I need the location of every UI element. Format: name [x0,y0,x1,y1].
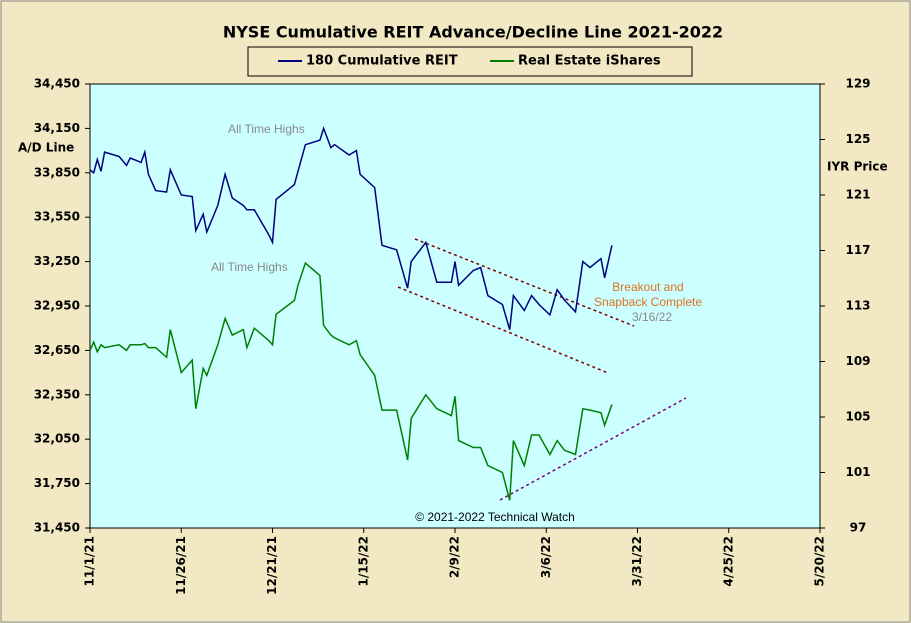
y-tick-label: 32,350 [34,387,80,401]
y-tick-label: 33,550 [34,210,80,224]
y2-tick-label: 97 [850,521,867,535]
annotation: © 2021-2022 Technical Watch [415,510,575,524]
x-tick-label: 3/31/22 [630,536,644,587]
y-tick-label: 34,150 [34,121,80,135]
legend-label: 180 Cumulative REIT [306,54,458,69]
x-tick-label: 2/9/22 [448,536,462,578]
trend-line [499,397,687,501]
x-tick-label: 12/21/21 [265,536,279,595]
y2-axis-label: IYR Price [827,160,888,174]
series-line [89,261,613,501]
series-line [89,126,613,330]
y2-tick-label: 109 [845,354,870,368]
y-tick-label: 34,450 [34,77,80,91]
chart-title: NYSE Cumulative REIT Advance/Decline Lin… [223,23,723,42]
y2-tick-label: 129 [845,77,870,91]
annotation: Breakout and [612,280,683,294]
legend [247,46,693,77]
y2-tick-label: 113 [845,299,870,313]
y2-tick-label: 125 [845,132,870,146]
x-tick-label: 5/20/22 [813,536,827,587]
y2-tick-label: 121 [845,188,870,202]
plot-area [89,83,821,529]
y2-tick-label: 105 [845,410,870,424]
y-tick-label: 33,250 [34,254,80,268]
annotation: All Time Highs [228,122,305,136]
x-tick-label: 11/1/21 [83,536,97,587]
y-tick-label: 33,850 [34,165,80,179]
x-tick-label: 1/15/22 [356,536,370,587]
annotation: All Time Highs [211,260,288,274]
legend-label: Real Estate iShares [518,54,661,69]
x-tick-label: 11/26/21 [174,536,188,595]
y-tick-label: 31,750 [34,476,80,490]
y-tick-label: 32,950 [34,299,80,313]
y2-tick-label: 117 [845,243,870,257]
annotation: Snapback Complete [594,295,702,309]
y-axis-label: A/D Line [18,141,74,155]
annotation: 3/16/22 [632,310,672,324]
y-tick-label: 32,650 [34,343,80,357]
y-tick-label: 31,450 [34,521,80,535]
x-tick-label: 3/6/22 [539,536,553,578]
y-tick-label: 32,050 [34,432,80,446]
x-tick-label: 4/25/22 [721,536,735,587]
trend-line [397,286,609,374]
y2-tick-label: 101 [845,465,870,479]
